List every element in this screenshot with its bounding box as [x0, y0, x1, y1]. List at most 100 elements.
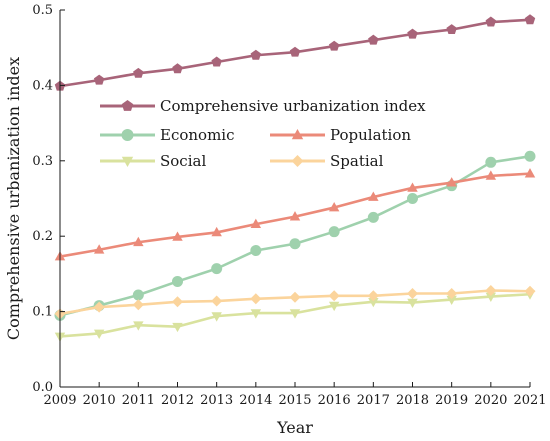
data-point-1-7: [328, 226, 340, 238]
y-tick-label: 0.5: [32, 3, 53, 18]
data-point-4-2: [132, 299, 144, 311]
x-tick-label: 2013: [200, 393, 233, 408]
data-point-0-4: [211, 56, 222, 67]
legend-marker-2: [291, 129, 304, 140]
data-point-4-8: [367, 290, 379, 302]
data-point-4-11: [485, 284, 497, 296]
legend-item-3: Social: [100, 152, 206, 170]
data-point-0-9: [407, 28, 418, 39]
y-axis-title: Comprehensive urbanization index: [4, 57, 23, 340]
axes: 2009 2010 2011 2012 2013 2014 2015 2016 2017 2018…: [32, 3, 546, 408]
data-point-4-9: [407, 288, 418, 299]
data-point-4-6: [289, 291, 301, 303]
data-point-0-1: [93, 74, 105, 85]
data-point-1-3: [172, 275, 183, 287]
x-tick-label: 2020: [474, 393, 507, 408]
legend-item-4: Spatial: [270, 152, 384, 170]
y-tick-label: 0.1: [32, 305, 53, 320]
data-point-2-5: [250, 218, 262, 228]
data-point-1-8: [367, 211, 379, 223]
legend-item-2: Population: [270, 126, 411, 144]
data-point-1-12: [524, 150, 536, 162]
data-point-3-9: [407, 298, 418, 309]
y-tick-label: 0.0: [32, 380, 53, 395]
data-point-2-10: [446, 177, 457, 187]
data-point-1-5: [250, 245, 262, 257]
data-point-3-2: [133, 321, 144, 331]
data-point-2-12: [524, 168, 536, 178]
series-2: [54, 168, 536, 261]
data-point-0-6: [289, 46, 301, 57]
data-point-3-11: [485, 292, 497, 303]
data-point-3-5: [250, 309, 262, 319]
x-tick-label: 2009: [43, 393, 76, 408]
data-point-2-8: [368, 191, 379, 201]
series-0: [54, 14, 536, 91]
y-tick-label: 0.4: [32, 78, 53, 93]
legend-label-4: Spatial: [330, 152, 384, 170]
legend-label-0: Comprehensive urbanization index: [160, 97, 426, 115]
data-point-1-6: [289, 238, 301, 250]
data-point-3-8: [368, 297, 379, 308]
legend-label-2: Population: [330, 126, 411, 144]
x-tick-label: 2010: [83, 393, 116, 408]
data-point-0-8: [368, 34, 379, 45]
data-point-2-6: [289, 211, 301, 221]
legend-label-3: Social: [160, 152, 206, 170]
legend-marker-3: [121, 156, 134, 167]
data-point-2-1: [93, 244, 105, 254]
x-tick-label: 2012: [161, 393, 194, 408]
legend-item-0: Comprehensive urbanization index: [100, 97, 426, 115]
data-point-3-10: [446, 295, 457, 306]
data-point-3-7: [328, 301, 340, 312]
data-point-1-11: [485, 156, 497, 168]
data-point-4-7: [328, 290, 340, 302]
data-point-1-4: [211, 263, 223, 275]
data-point-0-3: [172, 63, 183, 74]
data-point-2-7: [328, 202, 340, 212]
data-point-1-2: [132, 289, 144, 301]
data-point-0-5: [250, 49, 262, 60]
data-point-4-12: [524, 285, 536, 297]
data-point-4-3: [172, 296, 183, 308]
series-4: [54, 284, 536, 320]
y-tick-label: 0.2: [32, 229, 53, 244]
data-point-4-1: [93, 301, 105, 313]
data-point-3-1: [93, 329, 105, 339]
legend-marker-0: [121, 100, 134, 111]
data-point-2-11: [485, 170, 497, 180]
legend-marker-1: [121, 129, 134, 141]
x-tick-label: 2018: [396, 393, 429, 408]
data-point-2-3: [172, 231, 183, 241]
x-tick-label: 2015: [278, 393, 311, 408]
data-point-0-12: [524, 14, 536, 25]
data-point-0-2: [133, 67, 144, 78]
legend-label-1: Economic: [160, 126, 235, 144]
legend-marker-4: [291, 155, 304, 167]
data-point-3-6: [289, 309, 301, 319]
legend: Comprehensive urbanization index Economic…: [100, 97, 426, 170]
x-tick-label: 2011: [122, 393, 155, 408]
data-point-2-4: [211, 226, 222, 237]
x-axis-title: Year: [276, 418, 313, 437]
data-point-3-3: [172, 322, 183, 333]
x-tick-label: 2014: [239, 393, 272, 408]
data-point-2-2: [133, 236, 144, 247]
series-3: [54, 290, 536, 342]
data-point-4-5: [250, 293, 262, 305]
data-point-2-9: [407, 182, 418, 192]
data-point-4-10: [446, 288, 458, 299]
data-point-0-7: [328, 40, 340, 51]
series-1: [54, 150, 536, 321]
series-layer: [54, 14, 536, 342]
x-tick-label: 2017: [357, 393, 390, 408]
y-tick-label: 0.3: [32, 154, 53, 169]
data-point-0-11: [485, 16, 497, 27]
data-point-4-4: [211, 295, 223, 307]
data-point-0-10: [446, 24, 457, 35]
x-tick-label: 2016: [318, 393, 351, 408]
legend-item-1: Economic: [100, 126, 235, 144]
data-point-1-9: [407, 193, 418, 204]
x-tick-label: 2021: [513, 393, 546, 408]
